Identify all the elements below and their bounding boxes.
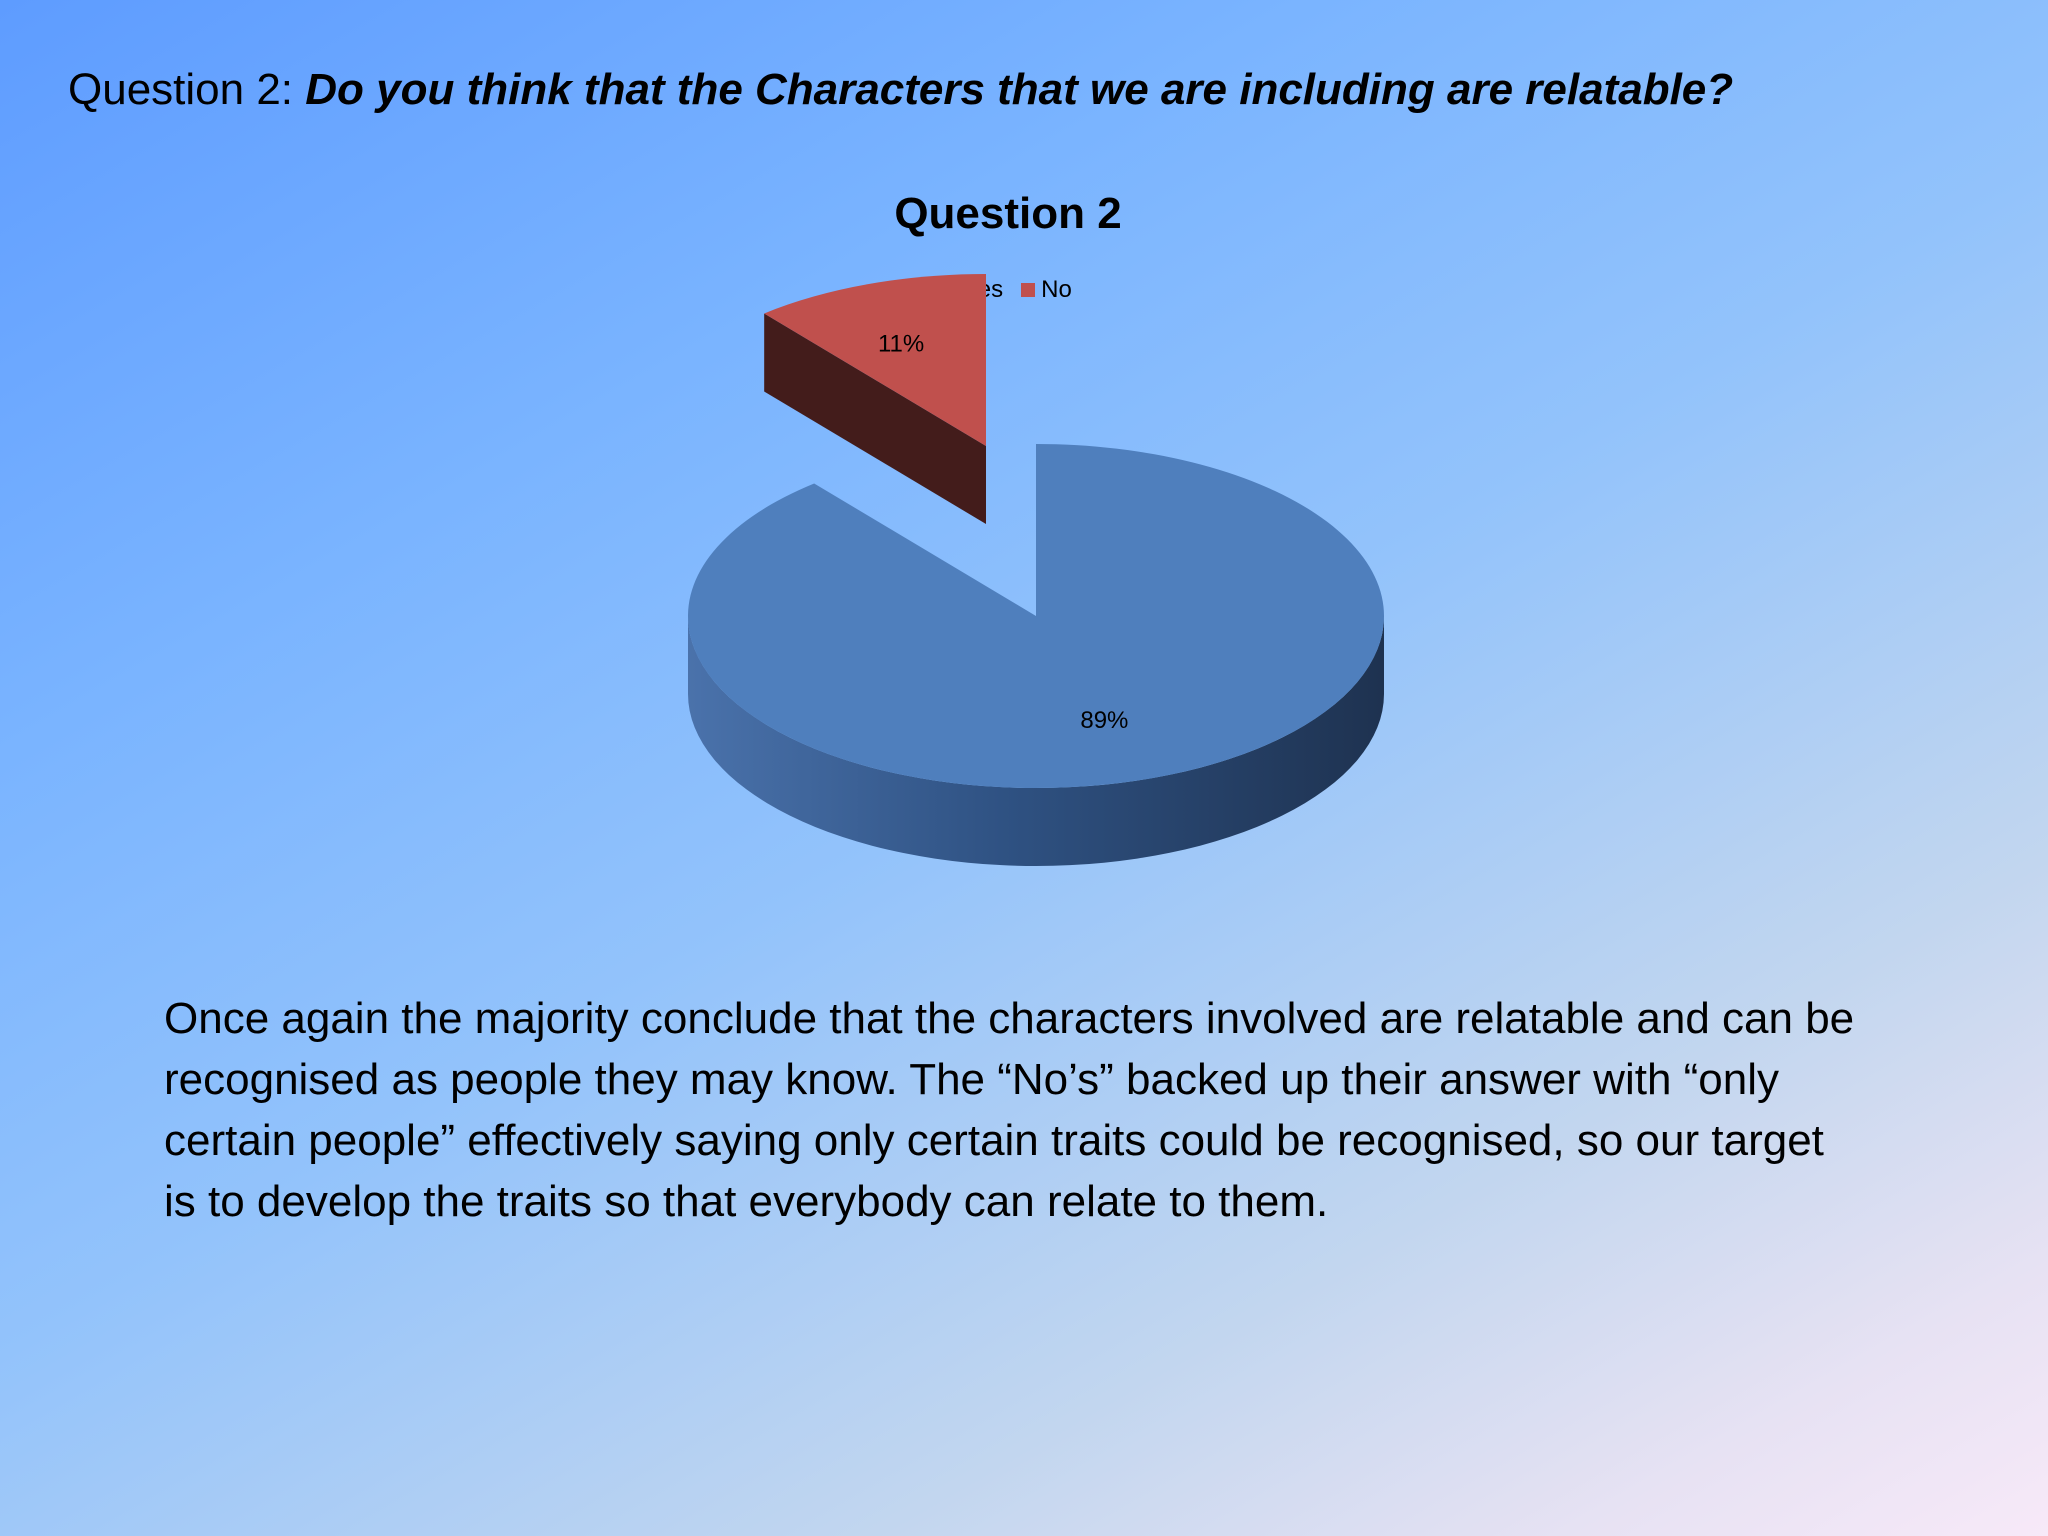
pie-slice-no	[764, 274, 986, 446]
legend-label-no: No	[1041, 276, 1072, 303]
pie-slice-yes	[688, 444, 1385, 789]
legend-item-no: No	[1021, 276, 1072, 304]
data-label-no: 11%	[878, 330, 924, 357]
pie-face-no-0	[764, 313, 986, 524]
data-label-yes: 89%	[1080, 707, 1128, 734]
slide-heading-question: Do you think that the Characters that we…	[305, 65, 1734, 114]
body-paragraph: Once again the majority conclude that th…	[164, 994, 1855, 1226]
chart-title: Question 2	[894, 189, 1122, 238]
pie-side-yes	[688, 616, 1384, 866]
legend-swatch-no	[1021, 283, 1036, 297]
slide-heading: Question 2: Do you think that the Charac…	[68, 58, 1988, 122]
slide-heading-prefix: Question 2:	[68, 65, 294, 114]
